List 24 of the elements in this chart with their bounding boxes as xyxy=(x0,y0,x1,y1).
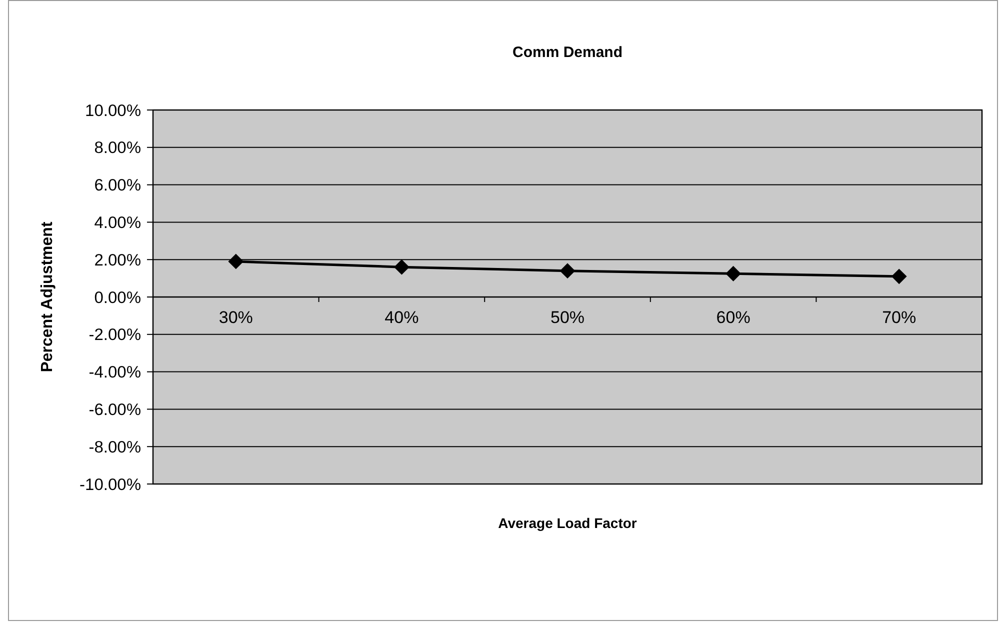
y-tick-label: 6.00% xyxy=(94,176,142,195)
y-tick-label: 4.00% xyxy=(94,214,142,232)
x-axis-title: Average Load Factor xyxy=(498,515,638,531)
y-tick-label: 8.00% xyxy=(94,139,142,158)
chart-title: Comm Demand xyxy=(512,44,623,61)
x-tick-label: 70% xyxy=(882,308,916,327)
y-tick-label: -8.00% xyxy=(88,438,142,456)
y-tick-label: 2.00% xyxy=(94,251,142,270)
y-tick-label: -2.00% xyxy=(88,326,142,344)
point xyxy=(726,266,741,282)
x-tick-label: 40% xyxy=(384,308,419,327)
x-tick-label: 30% xyxy=(218,308,253,327)
point xyxy=(228,254,244,269)
x-tick-label: 50% xyxy=(550,308,585,327)
y-tick-label: -6.00% xyxy=(88,400,142,419)
point xyxy=(560,263,575,278)
y-tick-label: 10.00% xyxy=(85,102,142,120)
y-tick-label: -4.00% xyxy=(88,364,142,382)
x-tick-label: 60% xyxy=(716,308,750,327)
point xyxy=(394,260,410,275)
y-tick-label: -10.00% xyxy=(80,476,142,494)
point xyxy=(892,268,907,284)
y-tick-label: 0.00% xyxy=(94,288,142,307)
y-axis-title: Percent Adjustment xyxy=(39,221,56,372)
